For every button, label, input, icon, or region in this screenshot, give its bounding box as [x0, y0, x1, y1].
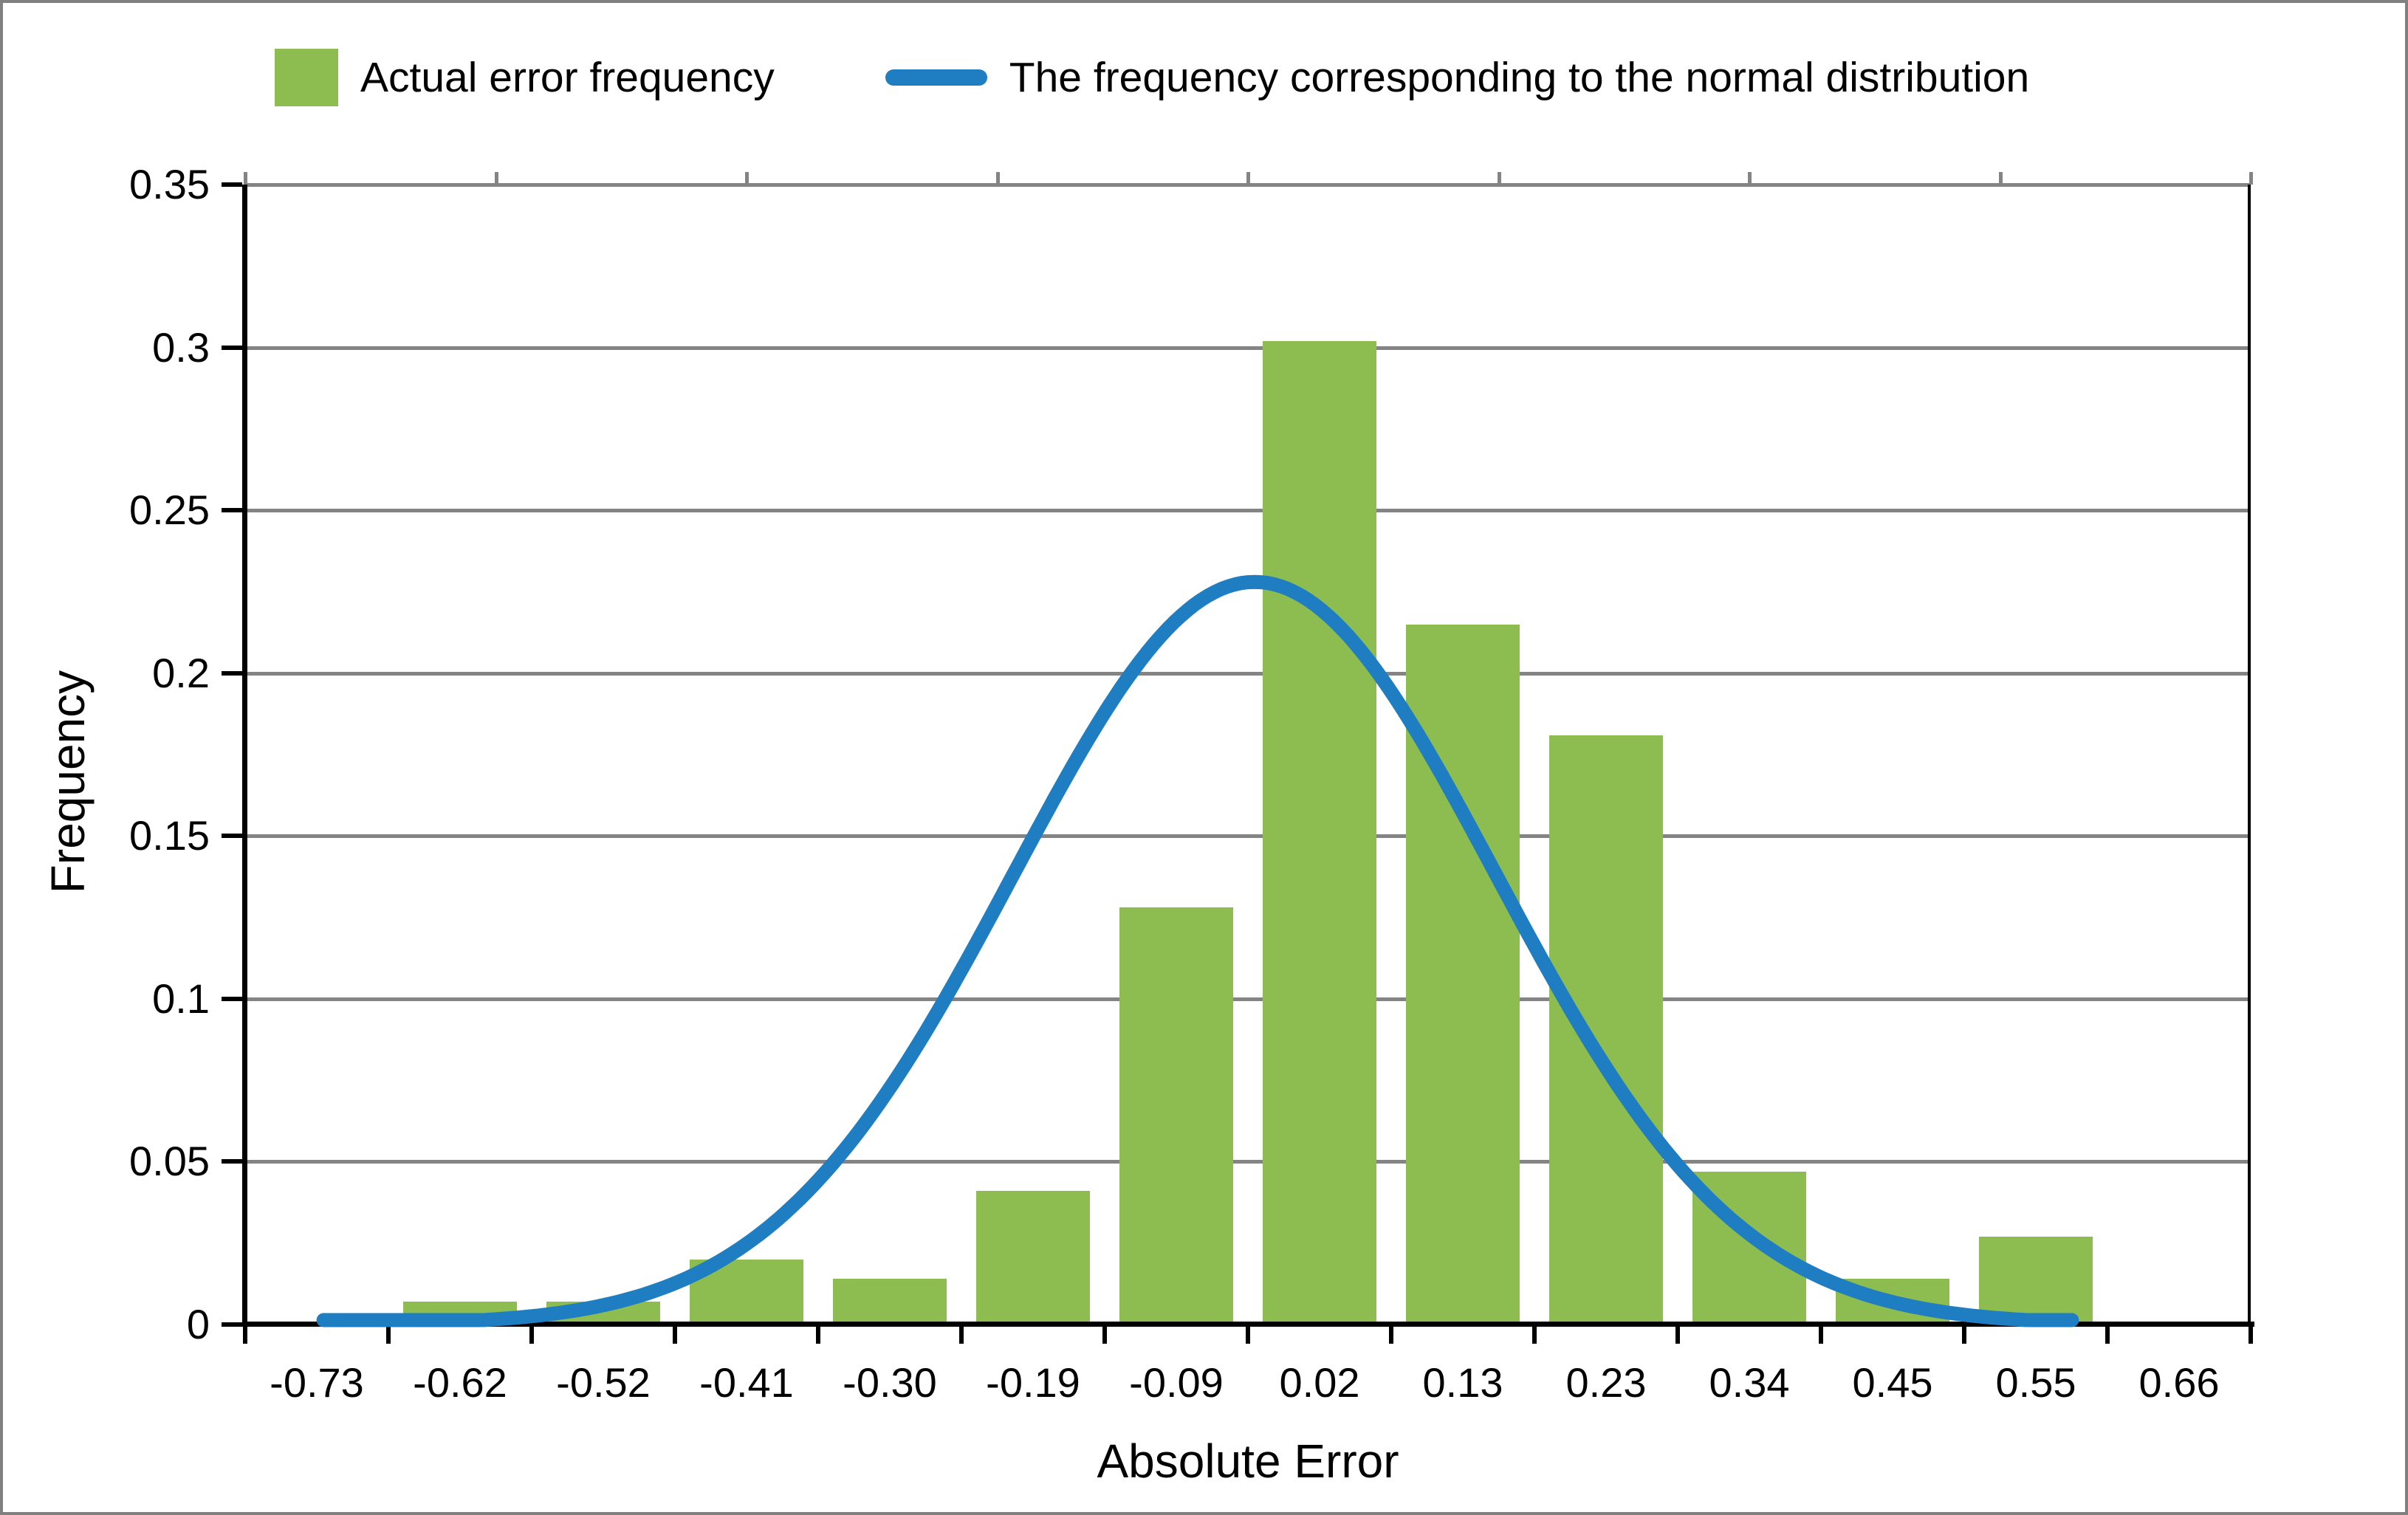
y-axis-tick-label: 0.35 [129, 161, 210, 207]
gridline [245, 671, 2251, 676]
gridline [245, 1160, 2251, 1164]
x-axis-tick [529, 1327, 534, 1344]
x-axis-tick-label: 0.13 [1422, 1359, 1503, 1406]
top-axis-tick [1246, 172, 1250, 185]
bar-series-swatch-icon [275, 49, 338, 106]
x-axis-tick [1962, 1327, 1966, 1344]
x-axis-tick [1819, 1327, 1823, 1344]
top-axis-tick [1497, 172, 1501, 185]
bar [1549, 735, 1663, 1325]
x-axis-tick-label: -0.09 [1129, 1359, 1224, 1406]
y-axis-tick-label: 0.25 [129, 487, 210, 534]
y-axis-tick [222, 996, 242, 1001]
gridline [245, 346, 2251, 350]
y-axis-tick [222, 670, 242, 676]
x-axis-title: Absolute Error [1097, 1435, 1399, 1488]
y-axis-line [242, 185, 247, 1327]
legend: Actual error frequency The frequency cor… [275, 49, 2029, 106]
gridline [245, 183, 2251, 187]
bar [1119, 907, 1233, 1325]
x-axis-tick-label: 0.34 [1709, 1359, 1790, 1406]
y-axis-tick-label: 0 [186, 1301, 210, 1347]
top-axis-tick [1998, 172, 2003, 185]
x-axis-tick [816, 1327, 820, 1344]
x-axis-tick [1675, 1327, 1680, 1344]
y-axis-tick [222, 182, 242, 187]
top-axis-tick [494, 172, 498, 185]
y-axis-tick [222, 1322, 242, 1327]
x-axis-tick-label: -0.73 [270, 1359, 364, 1406]
y-axis-tick [222, 508, 242, 513]
top-axis-tick [995, 172, 1000, 185]
y-axis-tick [222, 1159, 242, 1164]
x-axis-tick [673, 1327, 677, 1344]
y-axis-tick-label: 0.3 [152, 323, 210, 371]
x-axis-tick-label: -0.52 [556, 1359, 651, 1406]
bar [1263, 340, 1376, 1325]
x-axis-tick [959, 1327, 964, 1344]
top-axis-tick [244, 172, 247, 185]
x-axis-tick [1532, 1327, 1537, 1344]
x-axis-tick-label: 0.23 [1565, 1359, 1647, 1406]
legend-label-bars: Actual error frequency [360, 53, 775, 101]
y-axis-tick-label: 0.15 [129, 812, 210, 859]
gridline [245, 834, 2251, 839]
normal-curve-path [316, 574, 2079, 1327]
x-axis-tick-label: 0.45 [1852, 1359, 1933, 1406]
top-axis-tick [1748, 172, 1752, 185]
line-series-swatch-icon [885, 69, 987, 86]
bar [833, 1279, 947, 1325]
y-axis-tick [222, 834, 242, 839]
legend-item-normal-distribution: The frequency corresponding to the norma… [885, 53, 2030, 101]
bar [1979, 1236, 2093, 1325]
x-axis-line [242, 1322, 2254, 1327]
x-axis-tick-label: -0.41 [699, 1359, 794, 1406]
x-axis-tick-label: -0.19 [986, 1359, 1080, 1406]
x-axis-tick [243, 1327, 247, 1344]
plot-right-border [2248, 185, 2251, 1325]
plot-area: 0.35 0.3 0.25 0.2 0.15 0.1 0.05 0 -0.73 -0.62 -0.5… [129, 161, 2254, 1406]
x-axis-tick [1246, 1327, 1250, 1344]
x-axis-tick [2249, 1327, 2253, 1344]
legend-item-actual-error-frequency: Actual error frequency [275, 49, 775, 106]
x-axis-tick-label: 0.55 [1995, 1359, 2076, 1406]
top-axis-tick [745, 172, 749, 185]
y-axis-tick-label: 0.2 [152, 649, 210, 696]
legend-label-line: The frequency corresponding to the norma… [1009, 53, 2030, 101]
y-axis-tick-label: 0.05 [129, 1138, 210, 1185]
y-axis-tick-label: 0.1 [152, 975, 210, 1022]
x-axis-tick [2105, 1327, 2110, 1344]
normal-curve [316, 574, 2079, 1327]
bar [976, 1191, 1090, 1325]
gridline [245, 997, 2251, 1001]
top-axis-tick [2249, 172, 2253, 185]
y-axis-tick [222, 345, 242, 350]
x-axis-tick [386, 1327, 391, 1344]
gridline [245, 509, 2251, 513]
x-axis-tick-label: -0.62 [413, 1359, 507, 1406]
x-axis-tick-label: 0.02 [1279, 1359, 1360, 1406]
x-axis-tick-label: 0.66 [2138, 1359, 2220, 1406]
x-axis-tick-label: -0.30 [843, 1359, 937, 1406]
x-axis-tick [1389, 1327, 1393, 1344]
x-axis-tick [1102, 1327, 1107, 1344]
